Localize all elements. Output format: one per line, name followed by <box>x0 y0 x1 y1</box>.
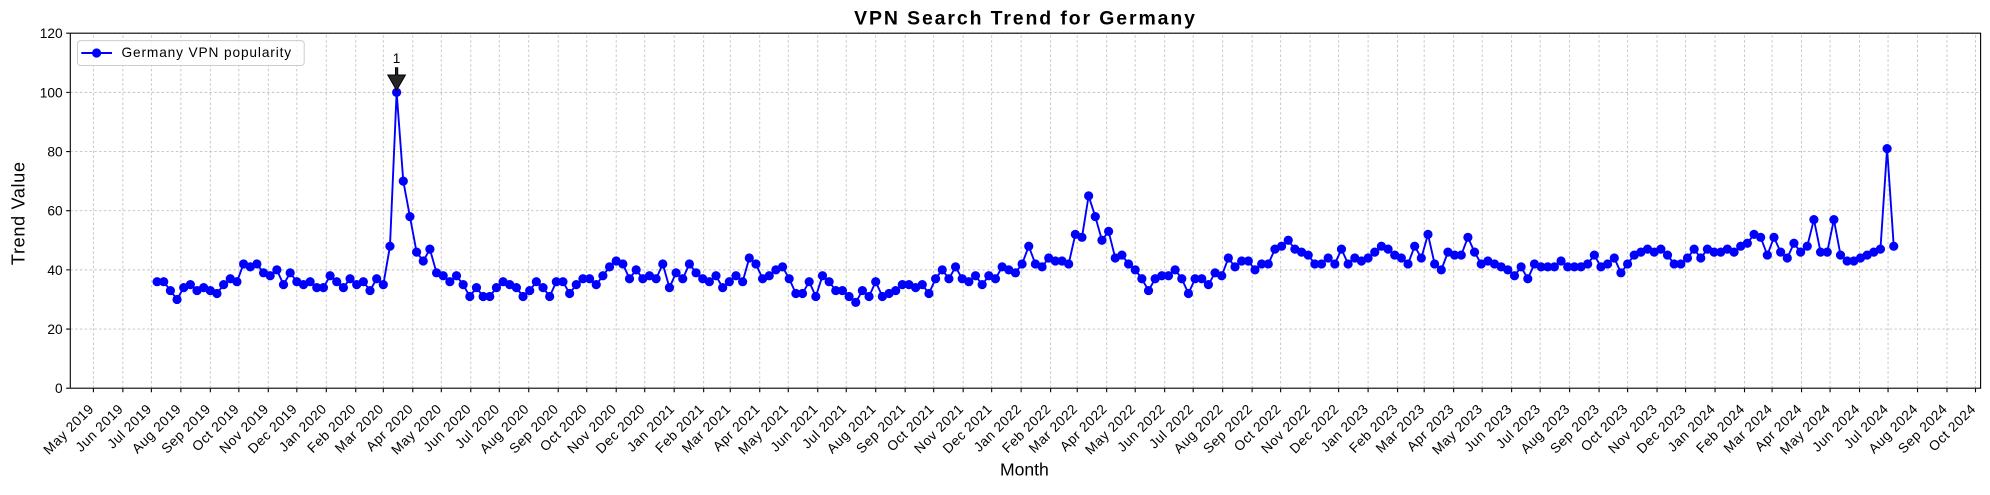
svg-text:1: 1 <box>393 51 401 66</box>
svg-text:Month: Month <box>1000 459 1049 479</box>
svg-text:120: 120 <box>40 26 63 41</box>
svg-text:Trend Value: Trend Value <box>9 161 29 265</box>
svg-text:80: 80 <box>47 144 63 159</box>
svg-text:VPN Search Trend for Germany: VPN Search Trend for Germany <box>854 8 1197 30</box>
svg-text:Germany VPN popularity: Germany VPN popularity <box>122 45 293 60</box>
svg-text:40: 40 <box>47 263 63 278</box>
svg-text:20: 20 <box>47 322 63 337</box>
svg-text:0: 0 <box>55 381 63 396</box>
svg-text:60: 60 <box>47 204 63 219</box>
svg-text:100: 100 <box>40 85 63 100</box>
